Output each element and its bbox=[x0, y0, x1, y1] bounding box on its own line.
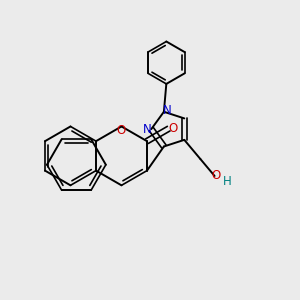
Text: N: N bbox=[163, 104, 171, 117]
Text: O: O bbox=[169, 122, 178, 135]
Text: N: N bbox=[143, 123, 152, 136]
Text: O: O bbox=[212, 169, 221, 182]
Text: O: O bbox=[117, 124, 126, 137]
Text: H: H bbox=[223, 175, 231, 188]
